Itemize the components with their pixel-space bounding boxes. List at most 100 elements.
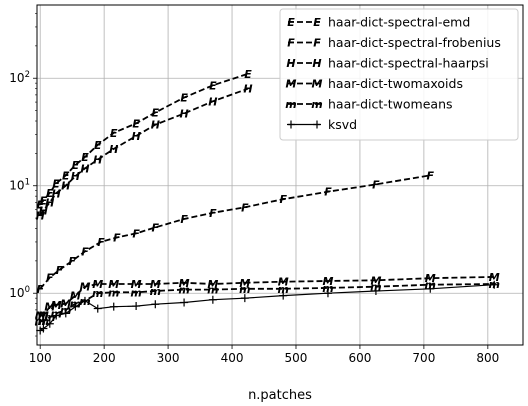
y-tick-label: 102 bbox=[9, 70, 30, 85]
x-tick-label: 300 bbox=[157, 351, 180, 365]
x-tick-label: 400 bbox=[221, 351, 244, 365]
legend-marker: E bbox=[287, 16, 295, 29]
data-point: M bbox=[239, 277, 250, 290]
legend-label: ksvd bbox=[328, 117, 357, 132]
data-point bbox=[151, 300, 160, 309]
legend-marker bbox=[313, 120, 321, 129]
data-point bbox=[490, 280, 499, 289]
series-line bbox=[39, 174, 431, 290]
data-point bbox=[93, 304, 102, 313]
data-point: E bbox=[244, 68, 252, 81]
data-point: m bbox=[322, 282, 333, 295]
data-point: E bbox=[40, 194, 48, 207]
data-point: M bbox=[179, 277, 190, 290]
data-point: m bbox=[150, 285, 161, 298]
x-tick-label: 500 bbox=[285, 351, 308, 365]
data-point: M bbox=[150, 278, 161, 291]
y-tick-label: 100 bbox=[9, 285, 30, 300]
data-point: H bbox=[208, 95, 217, 108]
data-point: M bbox=[35, 310, 46, 323]
legend-label: haar-dict-spectral-emd bbox=[328, 15, 470, 30]
legend-label: haar-dict-twomeans bbox=[328, 97, 453, 112]
data-point: M bbox=[51, 299, 62, 312]
legend-marker: M bbox=[286, 78, 297, 91]
data-point: F bbox=[209, 207, 217, 220]
legend-marker: m bbox=[285, 98, 296, 111]
data-point: m bbox=[178, 284, 189, 297]
y-tick-label: 101 bbox=[9, 178, 30, 193]
data-point: M bbox=[60, 298, 71, 311]
x-tick-label: 800 bbox=[476, 351, 499, 365]
data-point: m bbox=[130, 286, 141, 299]
x-axis-ticks: 100 200 300 400 500 600 700 800 bbox=[29, 345, 499, 365]
data-point: F bbox=[97, 236, 105, 249]
data-point: M bbox=[92, 278, 103, 291]
data-point: m bbox=[34, 315, 45, 328]
data-point bbox=[52, 311, 61, 320]
data-point: E bbox=[36, 198, 44, 211]
data-point: H bbox=[45, 196, 54, 209]
legend-marker: m bbox=[311, 98, 322, 111]
legend-label: haar-dict-twomaxoids bbox=[328, 76, 463, 91]
data-point: F bbox=[68, 255, 76, 268]
data-point: F bbox=[279, 193, 287, 206]
data-point: F bbox=[36, 283, 44, 296]
data-point: M bbox=[44, 301, 55, 314]
data-point: F bbox=[427, 169, 435, 182]
data-point: E bbox=[81, 151, 89, 164]
data-point bbox=[80, 296, 89, 305]
data-point: E bbox=[94, 139, 102, 152]
y-axis-ticks: 100 101 102 bbox=[9, 13, 37, 337]
data-point: m bbox=[92, 287, 103, 300]
data-point: M bbox=[425, 272, 436, 285]
data-point: E bbox=[52, 177, 60, 190]
data-point bbox=[109, 302, 118, 311]
data-point: H bbox=[179, 107, 188, 120]
data-point bbox=[371, 286, 380, 295]
data-point: H bbox=[52, 187, 61, 200]
data-point bbox=[279, 291, 288, 300]
data-point: E bbox=[209, 79, 217, 92]
data-point: M bbox=[108, 278, 119, 291]
data-point bbox=[61, 309, 70, 318]
data-point: M bbox=[207, 278, 218, 291]
data-point: m bbox=[277, 283, 288, 296]
legend-box bbox=[279, 8, 519, 141]
data-point: H bbox=[132, 130, 141, 143]
data-point: F bbox=[113, 231, 121, 244]
data-point: M bbox=[38, 310, 49, 323]
data-point: M bbox=[70, 290, 81, 303]
data-point: M bbox=[79, 281, 90, 294]
data-point: F bbox=[241, 201, 249, 214]
data-point bbox=[132, 302, 141, 311]
data-point: m bbox=[239, 283, 250, 296]
data-point: F bbox=[180, 213, 188, 226]
series-line bbox=[39, 72, 249, 205]
data-point: E bbox=[46, 187, 54, 200]
x-tick-label: 600 bbox=[348, 351, 371, 365]
legend-marker bbox=[287, 120, 295, 129]
data-point: F bbox=[81, 245, 89, 258]
data-point: M bbox=[131, 278, 142, 291]
data-point: H bbox=[109, 143, 118, 156]
data-point: E bbox=[180, 92, 188, 105]
data-point: F bbox=[324, 186, 332, 199]
data-point: m bbox=[207, 284, 218, 297]
data-point: F bbox=[132, 227, 140, 240]
data-point bbox=[208, 295, 217, 304]
legend-marker: H bbox=[312, 57, 321, 70]
data-point bbox=[45, 319, 54, 328]
data-point: m bbox=[44, 311, 55, 324]
legend-marker: E bbox=[313, 16, 321, 29]
data-point: M bbox=[322, 275, 333, 288]
data-point: m bbox=[108, 286, 119, 299]
data-point: E bbox=[110, 127, 118, 140]
data-point: E bbox=[72, 159, 80, 172]
legend-marker: F bbox=[313, 37, 321, 50]
data-point: H bbox=[151, 119, 160, 132]
data-point: F bbox=[372, 178, 380, 191]
data-point: E bbox=[152, 107, 160, 120]
